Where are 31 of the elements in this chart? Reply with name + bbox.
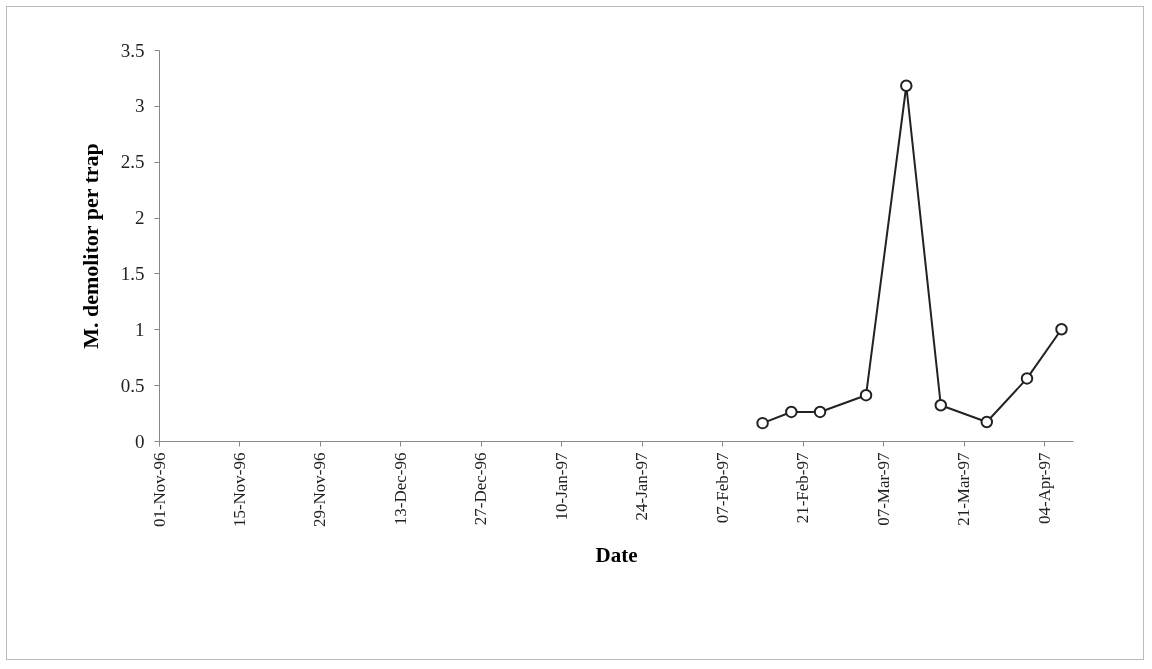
y-tick-label: 2 (135, 207, 145, 229)
point (1020, 372, 1034, 385)
x-tick-label: 21-Mar-97 (954, 452, 974, 526)
point (900, 79, 913, 92)
x-tick-label: 24-Jan-97 (632, 452, 652, 521)
y-tick-label: 3.5 (120, 39, 145, 61)
point (813, 405, 827, 419)
x-tick-label: 21-Feb-97 (793, 452, 813, 524)
y-tick-label: 1 (135, 318, 145, 340)
y-tick-label: 3 (135, 95, 145, 117)
point (859, 388, 873, 402)
point (756, 416, 769, 430)
x-tick-label: 01-Nov-96 (149, 452, 169, 528)
x-tick-label: 10-Jan-97 (551, 452, 571, 521)
point (785, 405, 798, 419)
y-tick-label: 0 (135, 430, 145, 452)
y-tick-label: 2.5 (120, 151, 145, 173)
y-tick-label: 0.5 (120, 374, 145, 396)
x-tick-label: 04-Apr-97 (1034, 452, 1054, 524)
point (1055, 323, 1068, 336)
x-tick-label: 27-Dec-96 (471, 452, 491, 526)
point (980, 415, 994, 429)
x-tick-label: 29-Nov-96 (310, 452, 330, 528)
x-tick-label: 15-Nov-96 (229, 452, 249, 528)
x-tick-label: 13-Dec-96 (390, 452, 410, 526)
x-tick-label: 07-Feb-97 (712, 452, 732, 524)
x-tick-label: 07-Mar-97 (873, 452, 893, 526)
y-tick-label: 1.5 (120, 262, 145, 284)
y-axis-title: M. demolitor per trap (77, 143, 103, 349)
x-axis-title: Date (595, 543, 638, 568)
point (934, 399, 948, 412)
